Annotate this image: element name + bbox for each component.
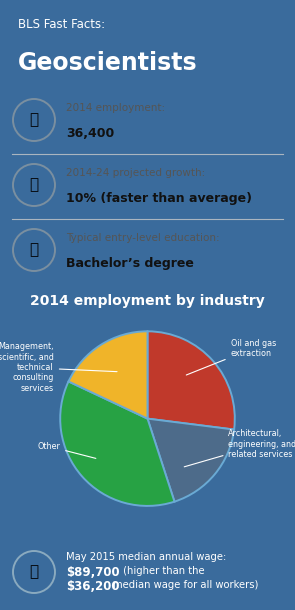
Text: 36,400: 36,400: [66, 127, 114, 140]
Text: (higher than the: (higher than the: [120, 566, 208, 576]
Wedge shape: [68, 331, 148, 418]
Text: 2014 employment by industry: 2014 employment by industry: [30, 295, 265, 309]
Wedge shape: [148, 331, 235, 429]
Text: 2014-24 projected growth:: 2014-24 projected growth:: [66, 168, 205, 178]
Text: Typical entry-level education:: Typical entry-level education:: [66, 233, 219, 243]
Text: BLS Fast Facts:: BLS Fast Facts:: [18, 18, 105, 31]
Text: Geoscientists: Geoscientists: [18, 51, 197, 75]
Text: Architectural,
engineering, and
related services: Architectural, engineering, and related …: [184, 429, 295, 467]
Text: median wage for all workers): median wage for all workers): [113, 580, 258, 590]
Text: $89,700: $89,700: [66, 566, 120, 579]
Text: 💳: 💳: [30, 564, 39, 580]
Text: 2014 employment:: 2014 employment:: [66, 103, 165, 113]
Text: 📖: 📖: [30, 243, 39, 257]
Text: Bachelor’s degree: Bachelor’s degree: [66, 257, 194, 270]
Text: 10% (faster than average): 10% (faster than average): [66, 192, 252, 205]
Text: Management,
scientific, and
technical
consulting
services: Management, scientific, and technical co…: [0, 342, 117, 393]
Text: $36,200: $36,200: [66, 580, 119, 593]
Text: Other: Other: [37, 442, 96, 458]
Text: May 2015 median annual wage:: May 2015 median annual wage:: [66, 552, 226, 562]
Wedge shape: [60, 381, 174, 506]
Text: 👥: 👥: [30, 112, 39, 127]
Text: 📈: 📈: [30, 178, 39, 193]
Text: Oil and gas
extraction: Oil and gas extraction: [186, 339, 276, 375]
Wedge shape: [148, 418, 234, 501]
